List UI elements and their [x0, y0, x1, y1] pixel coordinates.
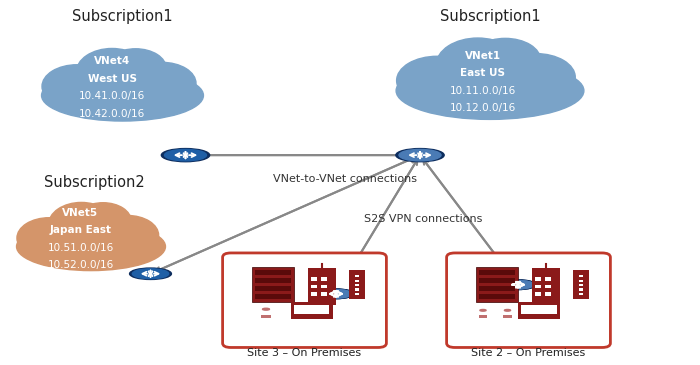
- Bar: [479, 315, 487, 318]
- Ellipse shape: [96, 215, 159, 255]
- Bar: [355, 275, 359, 277]
- Bar: [355, 284, 359, 286]
- Bar: [479, 270, 515, 275]
- Text: VNet4: VNet4: [94, 56, 130, 66]
- Ellipse shape: [17, 218, 81, 258]
- Ellipse shape: [76, 49, 148, 97]
- Ellipse shape: [321, 290, 351, 298]
- Bar: [479, 294, 515, 299]
- Bar: [321, 292, 328, 296]
- Ellipse shape: [132, 269, 169, 279]
- Ellipse shape: [505, 310, 510, 311]
- Ellipse shape: [127, 62, 196, 104]
- Ellipse shape: [470, 38, 540, 82]
- Bar: [311, 285, 317, 288]
- Ellipse shape: [161, 149, 210, 162]
- Ellipse shape: [321, 290, 351, 298]
- Text: Subscription2: Subscription2: [44, 175, 145, 190]
- Bar: [311, 292, 317, 296]
- Bar: [518, 315, 560, 319]
- Text: 10.51.0.0/16: 10.51.0.0/16: [48, 243, 113, 253]
- Text: VNet-to-VNet connections: VNet-to-VNet connections: [273, 174, 417, 184]
- Bar: [532, 268, 560, 305]
- Bar: [579, 288, 583, 291]
- Text: 10.41.0.0/16: 10.41.0.0/16: [79, 91, 145, 101]
- Text: West US: West US: [88, 74, 136, 84]
- Bar: [503, 315, 512, 318]
- Ellipse shape: [318, 289, 354, 299]
- Bar: [255, 286, 291, 291]
- Bar: [545, 285, 552, 288]
- Ellipse shape: [399, 149, 441, 161]
- Ellipse shape: [396, 62, 584, 119]
- Bar: [518, 302, 560, 315]
- Bar: [261, 315, 271, 318]
- FancyBboxPatch shape: [223, 253, 386, 347]
- Bar: [321, 277, 328, 281]
- Bar: [579, 275, 583, 277]
- Ellipse shape: [503, 281, 533, 289]
- Bar: [255, 294, 291, 299]
- Bar: [355, 293, 359, 295]
- Ellipse shape: [396, 149, 444, 162]
- Text: Site 2 – On Premises: Site 2 – On Premises: [471, 348, 586, 358]
- Ellipse shape: [48, 203, 114, 248]
- Ellipse shape: [17, 223, 165, 270]
- Bar: [545, 292, 552, 296]
- Text: 10.11.0.0/16: 10.11.0.0/16: [450, 86, 516, 96]
- Ellipse shape: [496, 54, 575, 101]
- Bar: [535, 292, 541, 296]
- Ellipse shape: [262, 308, 270, 310]
- Bar: [294, 304, 329, 314]
- Text: Site 3 – On Premises: Site 3 – On Premises: [247, 348, 362, 358]
- Ellipse shape: [130, 268, 172, 280]
- Text: 10.42.0.0/16: 10.42.0.0/16: [79, 109, 145, 119]
- Bar: [321, 285, 328, 288]
- Ellipse shape: [500, 280, 536, 289]
- Text: Subscription1: Subscription1: [72, 9, 173, 24]
- Bar: [579, 293, 583, 295]
- Bar: [255, 270, 291, 275]
- Text: VNet5: VNet5: [62, 208, 99, 218]
- Bar: [476, 267, 518, 302]
- Text: Japan East: Japan East: [50, 225, 111, 235]
- Text: East US: East US: [461, 68, 505, 78]
- Ellipse shape: [480, 310, 486, 311]
- Bar: [579, 284, 583, 286]
- Ellipse shape: [164, 149, 206, 161]
- Bar: [545, 277, 552, 281]
- Bar: [535, 277, 541, 281]
- Text: 10.12.0.0/16: 10.12.0.0/16: [450, 103, 516, 114]
- Bar: [255, 278, 291, 283]
- Ellipse shape: [397, 56, 478, 105]
- Text: VNet1: VNet1: [465, 51, 501, 61]
- Bar: [349, 270, 365, 299]
- Bar: [579, 280, 583, 282]
- Bar: [252, 267, 294, 302]
- Ellipse shape: [41, 70, 204, 121]
- Ellipse shape: [503, 281, 533, 289]
- Bar: [355, 280, 359, 282]
- Text: 10.52.0.0/16: 10.52.0.0/16: [48, 260, 113, 270]
- Ellipse shape: [42, 65, 112, 108]
- Bar: [355, 288, 359, 291]
- Ellipse shape: [500, 280, 536, 289]
- Text: S2S VPN connections: S2S VPN connections: [364, 214, 482, 224]
- Ellipse shape: [75, 203, 132, 239]
- Bar: [308, 268, 336, 305]
- Ellipse shape: [105, 49, 167, 88]
- FancyBboxPatch shape: [447, 253, 610, 347]
- Ellipse shape: [318, 289, 354, 299]
- Bar: [290, 302, 332, 315]
- Bar: [290, 315, 332, 319]
- Ellipse shape: [436, 38, 519, 92]
- Bar: [522, 304, 556, 314]
- Bar: [535, 285, 541, 288]
- Bar: [573, 270, 589, 299]
- Bar: [479, 286, 515, 291]
- Bar: [311, 277, 317, 281]
- Bar: [479, 278, 515, 283]
- Text: Subscription1: Subscription1: [440, 9, 540, 24]
